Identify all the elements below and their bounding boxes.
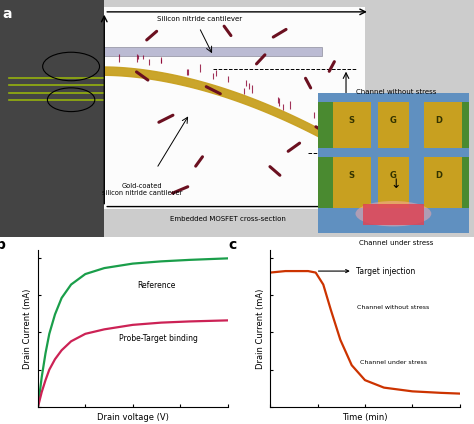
Text: Channel under stress: Channel under stress — [359, 240, 433, 245]
Bar — [333, 102, 371, 153]
Bar — [363, 148, 424, 170]
Text: S: S — [348, 116, 354, 125]
Text: Probe-Target binding: Probe-Target binding — [118, 334, 197, 343]
Bar — [424, 102, 462, 153]
Text: Channel without stress: Channel without stress — [357, 305, 429, 310]
Text: c: c — [228, 237, 237, 251]
Bar — [318, 102, 333, 153]
Y-axis label: Drain Current (mA): Drain Current (mA) — [23, 288, 32, 369]
Text: Reference: Reference — [137, 281, 176, 290]
Text: Embedded MOSFET cross-section: Embedded MOSFET cross-section — [170, 216, 285, 222]
Bar — [378, 102, 409, 153]
Bar — [0, 0, 104, 237]
Ellipse shape — [356, 201, 431, 226]
Text: Silicon nitride cantilever: Silicon nitride cantilever — [156, 17, 242, 22]
Text: ↓: ↓ — [391, 178, 401, 191]
Text: b: b — [0, 237, 6, 251]
Text: Target injection: Target injection — [319, 267, 415, 276]
Bar — [363, 204, 424, 225]
Bar — [424, 157, 462, 208]
Text: a: a — [2, 7, 12, 21]
X-axis label: Time (min): Time (min) — [342, 413, 388, 421]
Bar — [378, 157, 409, 208]
Text: S: S — [348, 171, 354, 180]
Text: D: D — [436, 171, 442, 180]
Text: Deflection: Deflection — [358, 109, 395, 114]
Bar — [318, 157, 333, 208]
Text: G: G — [390, 116, 397, 125]
Bar — [462, 102, 469, 153]
Y-axis label: Drain Current (mA): Drain Current (mA) — [255, 288, 264, 369]
Bar — [333, 157, 371, 208]
Bar — [462, 157, 469, 208]
Text: D: D — [436, 116, 442, 125]
Bar — [104, 7, 365, 209]
X-axis label: Drain voltage (V): Drain voltage (V) — [97, 413, 169, 421]
Text: Channel under stress: Channel under stress — [360, 360, 427, 365]
Polygon shape — [104, 47, 322, 56]
Text: G: G — [390, 171, 397, 180]
Text: Channel without stress: Channel without stress — [356, 89, 436, 95]
Text: Gold-coated
silicon nitride cantilever: Gold-coated silicon nitride cantilever — [102, 183, 182, 196]
